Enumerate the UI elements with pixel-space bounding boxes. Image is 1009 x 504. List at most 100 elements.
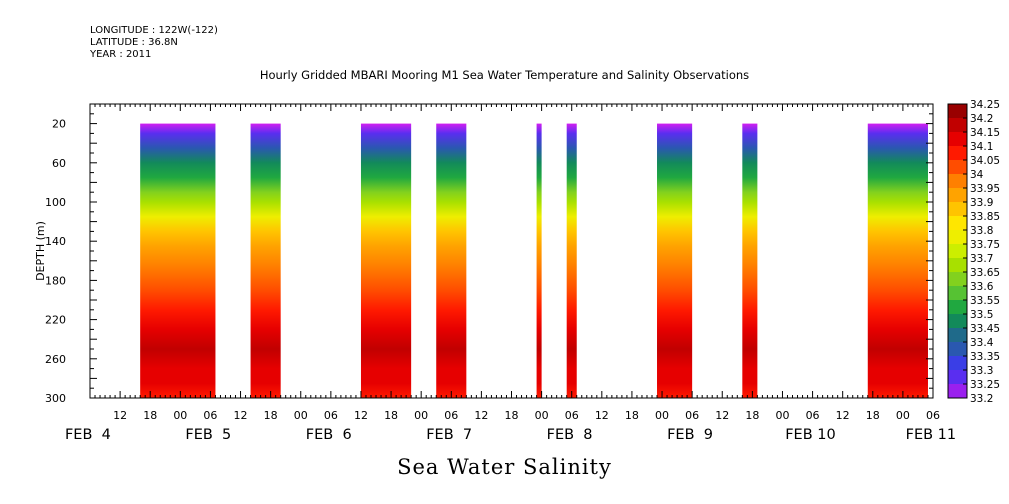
x-date-label: FEB 9	[667, 427, 713, 443]
colorbar-label: 33.55	[970, 295, 1000, 307]
y-tick-label: 260	[45, 353, 66, 366]
colorbar-label: 33.45	[970, 323, 1000, 335]
x-hour-label: 00	[414, 409, 428, 422]
x-hour-label: 18	[625, 409, 639, 422]
x-date-label: FEB 7	[426, 427, 472, 443]
x-hour-label: 12	[715, 409, 729, 422]
x-hour-label: 00	[535, 409, 549, 422]
colorbar-swatch	[948, 314, 967, 329]
colorbar-label: 33.85	[970, 211, 1000, 223]
colorbar-swatch	[948, 286, 967, 301]
y-tick-label: 180	[45, 274, 66, 287]
x-date-label: FEB 4	[65, 427, 111, 443]
colorbar-swatch	[948, 216, 967, 231]
x-hour-label: 06	[685, 409, 699, 422]
data-segment-6	[566, 123, 577, 398]
year-label: YEAR : 2011	[90, 49, 152, 60]
longitude-label: LONGITUDE : 122W(-122)	[90, 25, 218, 36]
colorbar-swatch	[948, 146, 967, 161]
colorbar-label: 33.65	[970, 267, 1000, 279]
colorbar-swatch	[948, 202, 967, 217]
data-segment-5	[536, 123, 542, 398]
x-hour-label: 18	[745, 409, 759, 422]
x-hour-label: 12	[113, 409, 127, 422]
data-segment-3	[360, 123, 412, 398]
colorbar-label: 33.3	[970, 365, 993, 377]
colorbar-label: 34.2	[970, 113, 993, 125]
x-hour-label: 06	[806, 409, 820, 422]
colorbar-label: 34.15	[970, 127, 1000, 139]
colorbar-label: 34.05	[970, 155, 1000, 167]
x-date-label: FEB 6	[306, 427, 352, 443]
y-tick-label: 60	[52, 157, 66, 170]
colorbar-swatch	[948, 356, 967, 371]
colorbar-swatch	[948, 174, 967, 189]
colorbar-label: 34.1	[970, 141, 993, 153]
x-hour-label: 12	[234, 409, 248, 422]
x-hour-label: 00	[655, 409, 669, 422]
colorbar-swatch	[948, 258, 967, 273]
data-segment-1	[140, 123, 216, 398]
colorbar-swatch	[948, 188, 967, 203]
data-segment-2	[250, 123, 281, 398]
colorbar-swatch	[948, 272, 967, 287]
y-tick-label: 220	[45, 314, 66, 327]
x-hour-label: 12	[595, 409, 609, 422]
colorbar-label: 33.75	[970, 239, 1000, 251]
x-hour-label: 06	[444, 409, 458, 422]
colorbar-label: 33.4	[970, 337, 994, 349]
colorbar-label: 33.25	[970, 379, 1000, 391]
x-hour-label: 06	[926, 409, 940, 422]
x-date-label: FEB 5	[185, 427, 231, 443]
colorbar-swatch	[948, 370, 967, 385]
colorbar-label: 33.6	[970, 281, 994, 293]
colorbar-label: 33.95	[970, 183, 1000, 195]
colorbar-frame	[947, 103, 968, 399]
data-segments	[140, 123, 928, 398]
x-axis-title: Sea Water Salinity	[397, 455, 612, 479]
x-hour-label: 18	[143, 409, 157, 422]
x-hour-label: 12	[836, 409, 850, 422]
colorbar-label: 33.35	[970, 351, 1000, 363]
colorbar-swatch	[948, 132, 967, 147]
x-hour-label: 18	[505, 409, 519, 422]
x-hour-label: 06	[203, 409, 217, 422]
x-hour-label: 12	[474, 409, 488, 422]
x-hour-label: 18	[384, 409, 398, 422]
latitude-label: LATITUDE : 36.8N	[90, 37, 178, 48]
y-tick-label: 300	[45, 392, 66, 405]
colorbar-swatch	[948, 244, 967, 259]
x-hour-label: 00	[896, 409, 910, 422]
y-axis-label: DEPTH (m)	[34, 221, 47, 281]
colorbar-label: 34.25	[970, 99, 1000, 111]
x-hour-label: 00	[294, 409, 308, 422]
colorbar-label: 34	[970, 169, 984, 181]
plot-frame	[89, 103, 934, 399]
colorbar-label: 33.5	[970, 309, 993, 321]
colorbar-swatch	[948, 230, 967, 245]
y-tick-label: 20	[52, 118, 66, 131]
x-hour-label: 00	[173, 409, 187, 422]
colorbar-swatch	[948, 342, 967, 357]
x-hour-label: 00	[775, 409, 789, 422]
data-segment-8	[742, 123, 758, 398]
colorbar-label: 33.7	[970, 253, 993, 265]
colorbar-label: 33.8	[970, 225, 993, 237]
x-hour-label: 18	[264, 409, 278, 422]
colorbar-swatch	[948, 118, 967, 133]
x-hour-label: 12	[354, 409, 368, 422]
chart-title: Hourly Gridded MBARI Mooring M1 Sea Wate…	[259, 68, 750, 82]
x-date-label: FEB 10	[785, 427, 836, 443]
x-date-label: FEB 8	[547, 427, 593, 443]
data-segment-4	[436, 123, 467, 398]
colorbar-swatch	[948, 328, 967, 343]
data-segment-7	[657, 123, 693, 398]
colorbar-label: 33.9	[970, 197, 993, 209]
x-hour-label: 06	[565, 409, 579, 422]
colorbar-label: 33.2	[970, 393, 993, 405]
x-date-label: FEB 11	[906, 427, 957, 443]
y-tick-label: 140	[45, 235, 66, 248]
colorbar-swatch	[948, 104, 967, 119]
data-segment-9	[867, 123, 928, 398]
